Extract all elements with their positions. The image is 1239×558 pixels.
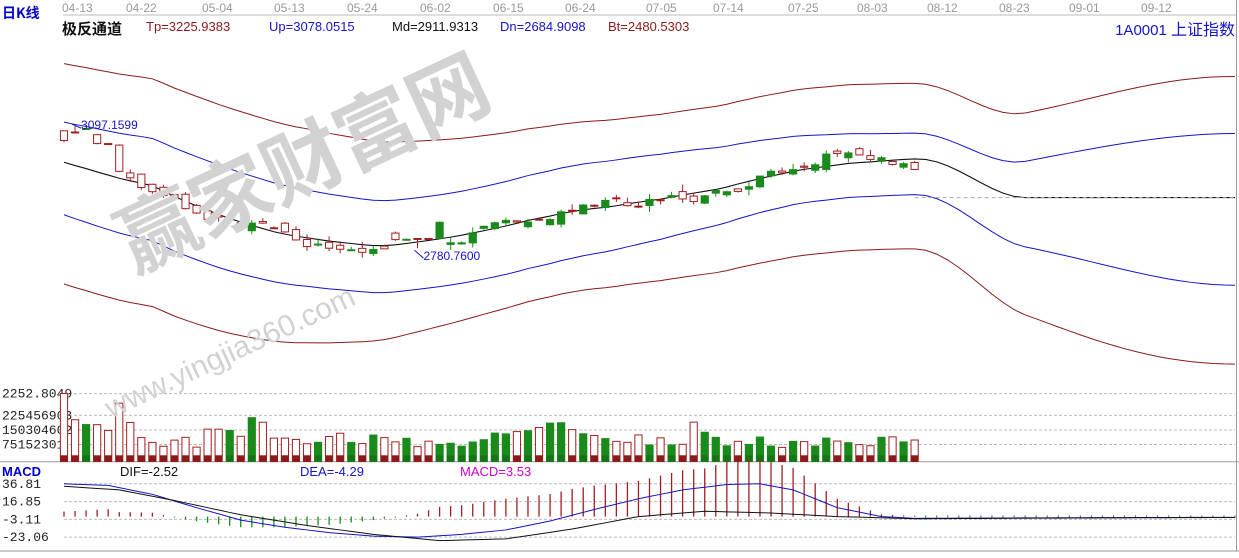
svg-text:2780.7600: 2780.7600: [424, 249, 481, 263]
svg-text:3097.1599: 3097.1599: [81, 118, 138, 132]
svg-text:16.85: 16.85: [2, 495, 41, 510]
svg-text:-3.11: -3.11: [2, 512, 41, 527]
svg-text:75152301: 75152301: [2, 438, 65, 453]
svg-text:36.81: 36.81: [2, 477, 41, 492]
svg-text:-23.06: -23.06: [2, 530, 49, 545]
